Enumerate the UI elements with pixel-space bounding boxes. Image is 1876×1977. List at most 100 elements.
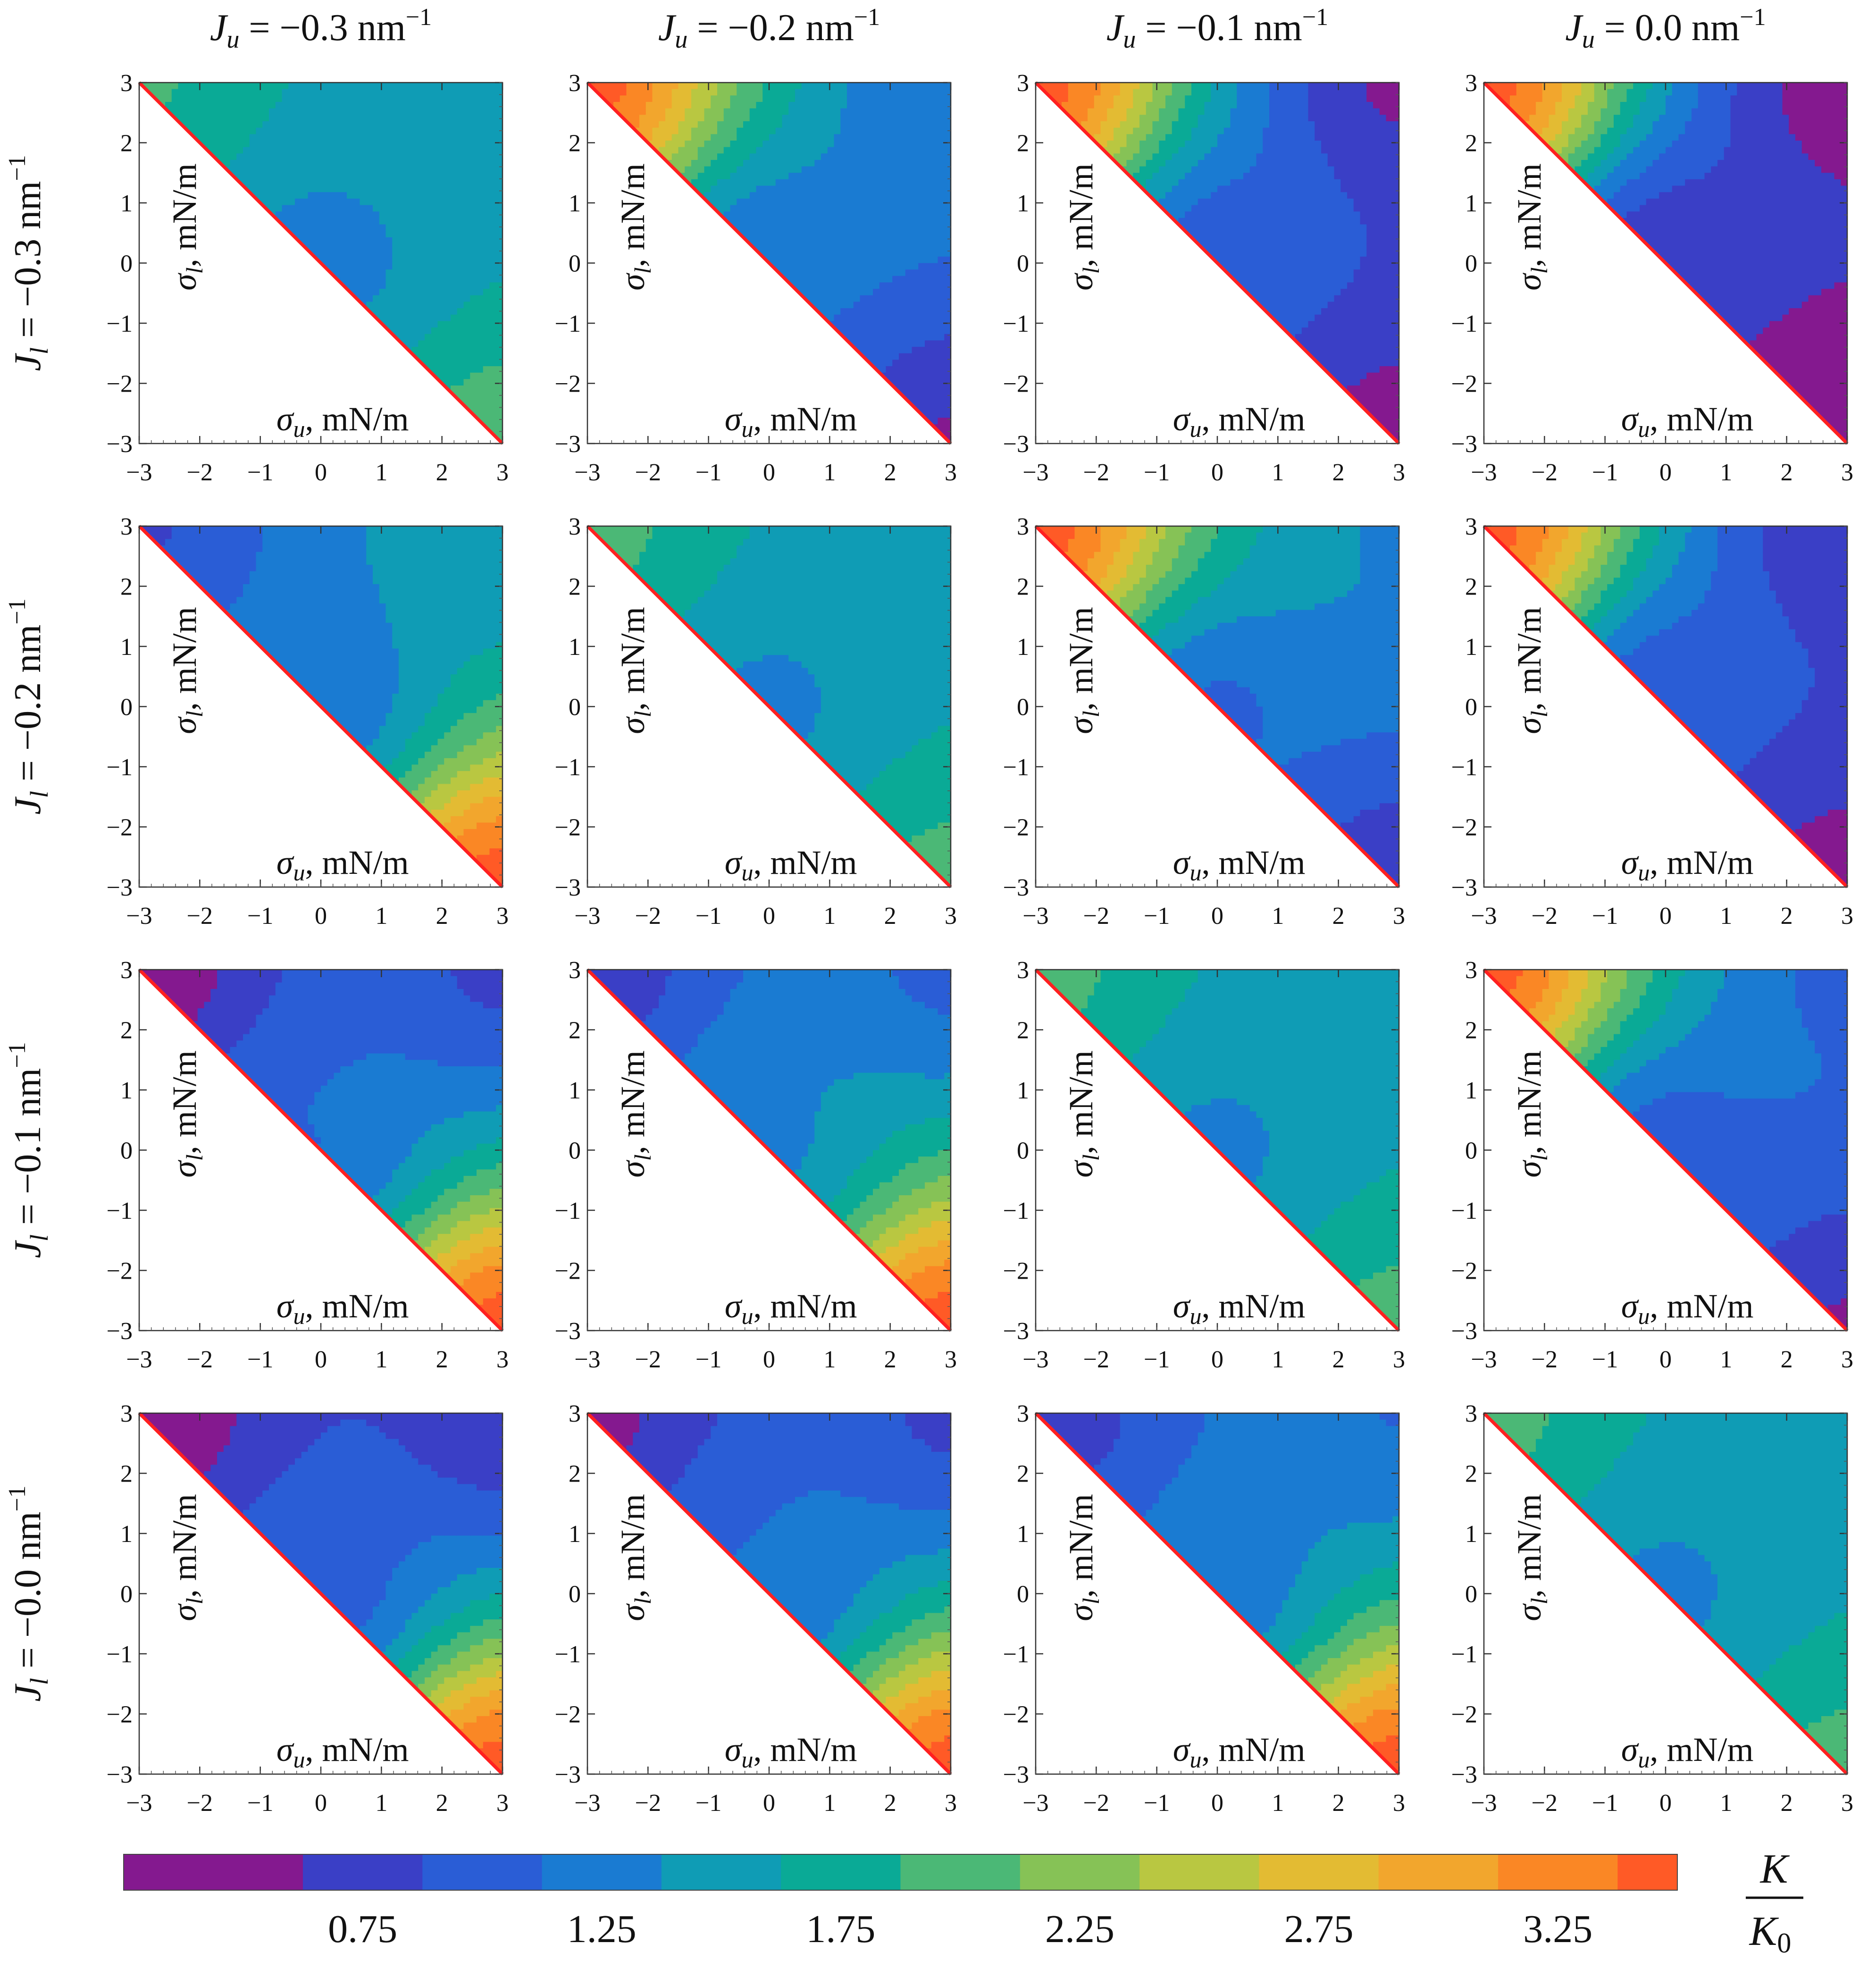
contour-cell [340,173,347,180]
contour-cell [1295,192,1302,199]
contour-cell [1178,185,1186,193]
contour-cell [918,302,925,309]
contour-cell [431,89,438,96]
contour-cell [483,347,490,354]
contour-cell [626,115,634,122]
contour-cell [1295,282,1302,289]
contour-cell [411,340,419,347]
contour-cell [769,153,776,160]
contour-cell [327,231,335,238]
contour-cell [1243,198,1250,206]
contour-cell [1340,379,1348,386]
contour-cell [437,89,445,96]
contour-cell [633,89,640,96]
contour-cell [1289,269,1296,276]
contour-cell [314,140,321,148]
contour-cell [1282,295,1290,302]
contour-cell [1321,185,1328,193]
contour-cell [1315,159,1322,167]
contour-cell [288,211,295,218]
contour-cell [1249,289,1257,296]
contour-cell [905,282,913,289]
contour-cell [1269,121,1276,128]
contour-cell [737,127,744,135]
contour-cell [1301,159,1309,167]
contour-cell [321,243,328,251]
contour-cell [1282,173,1290,180]
contour-cell [892,269,899,276]
y-tick-label: −2 [107,371,133,398]
contour-cell [236,159,243,167]
contour-cell [743,179,750,186]
contour-cell [743,153,750,160]
contour-cell [918,231,925,238]
contour-cell [1178,166,1186,174]
contour-cell [633,101,640,109]
contour-cell [892,379,899,386]
contour-cell [600,89,608,96]
contour-cell [385,205,393,212]
contour-cell [925,334,932,341]
contour-cell [159,89,166,96]
contour-cell [191,101,198,109]
contour-cell [1301,314,1309,322]
contour-cell [1120,95,1127,102]
contour-cell [1295,153,1302,160]
contour-cell [1327,289,1335,296]
contour-cell [392,237,399,244]
contour-cell [931,347,938,354]
contour-cell [1256,224,1264,231]
contour-cell [457,392,464,399]
contour-cell [431,334,438,341]
contour-cell [496,405,502,412]
contour-cell [847,159,854,167]
contour-cell [671,134,679,141]
contour-cell [470,289,477,296]
contour-cell [1275,314,1283,322]
contour-cell [1243,231,1250,238]
contour-cell [353,147,360,154]
contour-cell [1327,276,1335,283]
contour-cell [411,295,419,302]
contour-cell [444,263,451,270]
contour-cell [866,166,873,174]
contour-cell [1198,218,1205,225]
contour-cell [886,224,893,231]
contour-cell [944,205,951,212]
contour-cell [489,256,497,264]
contour-cell [782,224,789,231]
contour-cell [1275,108,1283,116]
contour-cell [925,411,932,419]
contour-cell [1282,121,1290,128]
contour-cell [360,147,367,154]
contour-cell [821,83,828,90]
contour-cell [347,173,354,180]
contour-cell [1334,353,1341,360]
contour-cell [1327,173,1335,180]
contour-cell [197,101,205,109]
contour-cell [847,276,854,283]
contour-cell [1353,282,1361,289]
contour-cell [236,134,243,141]
contour-cell [1321,243,1328,251]
contour-cell [821,302,828,309]
contour-cell [678,140,686,148]
contour-cell [685,166,692,174]
contour-cell [347,256,354,264]
contour-cell [723,89,731,96]
contour-cell [1295,121,1302,128]
contour-cell [873,140,880,148]
contour-cell [1204,153,1212,160]
contour-cell [451,115,458,122]
contour-cell [444,179,451,186]
contour-cell [814,147,821,154]
contour-cell [1237,218,1244,225]
contour-cell [353,282,360,289]
contour-cell [1282,308,1290,315]
contour-cell [483,115,490,122]
contour-cell [743,89,750,96]
contour-cell [399,159,406,167]
contour-cell [853,327,861,335]
contour-cell [399,295,406,302]
contour-cell [1243,121,1250,128]
